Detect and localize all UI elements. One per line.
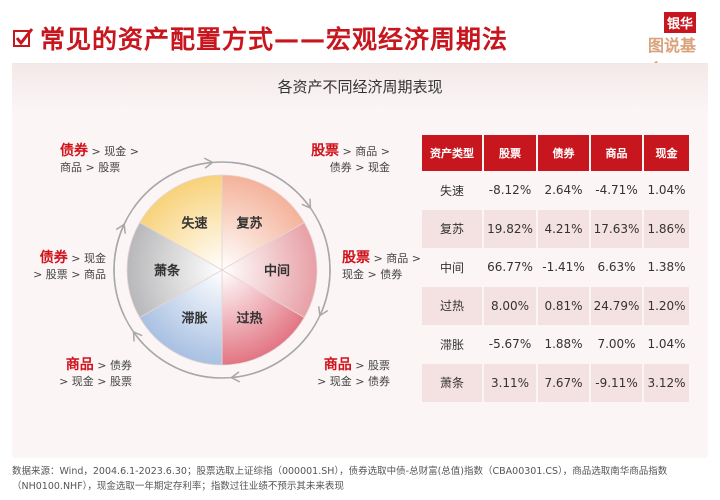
- table-cell: 17.63%: [591, 209, 642, 248]
- footnote: 数据来源：Wind，2004.6.1-2023.6.30；股票选取上证综指（00…: [12, 466, 668, 492]
- table-cell: 7.67%: [538, 363, 589, 402]
- table-cell: -9.11%: [591, 363, 642, 402]
- table-cell: 1.04%: [647, 183, 686, 198]
- ranking-label: 债券 > 现金 > 商品 > 股票: [60, 143, 139, 174]
- table-cell: 2.64%: [544, 183, 583, 198]
- header-cell: 商品: [591, 135, 642, 171]
- phase-label: 中间: [264, 263, 290, 279]
- table-header-row: 资产类型 股票 债券 商品 现金: [422, 135, 689, 171]
- phase-segment: [126, 221, 223, 319]
- phase-segment: [139, 174, 223, 271]
- table-cell: -8.12%: [488, 183, 532, 198]
- table-row: 复苏 19.82% 4.21% 17.63% 1.86%: [422, 209, 689, 248]
- ranking-label: 债券 > 现金 > 股票 > 商品: [33, 250, 106, 281]
- arrowhead-icon: [203, 157, 214, 169]
- cycle-arrow: [113, 161, 213, 316]
- phase-segment: [221, 174, 305, 271]
- phase-label: 过热: [236, 311, 262, 327]
- ranking-label: 股票 > 商品 > 现金 > 债券: [342, 250, 421, 281]
- table-cell: 7.00%: [597, 337, 636, 352]
- table-cell: 中间: [439, 260, 464, 275]
- table-cell: 复苏: [422, 209, 482, 248]
- table-row: 过热 8.00% 0.81% 24.79% 1.20%: [422, 286, 689, 325]
- title-text: 常见的资产配置方式——宏观经济周期法: [40, 25, 509, 54]
- ranking-label: 商品 > 股票 > 现金 > 债券: [317, 357, 390, 388]
- page-title: 常见的资产配置方式——宏观经济周期法: [12, 20, 508, 56]
- table-cell: 1.86%: [644, 209, 689, 248]
- ranking-label: 股票 > 商品 > 债券 > 现金: [311, 143, 390, 174]
- table-cell: 66.77%: [487, 260, 533, 275]
- header-cell: 现金: [644, 135, 689, 171]
- checkbox-icon: [13, 28, 34, 47]
- table-row: 失速 -8.12% 2.64% -4.71% 1.04%: [422, 171, 689, 210]
- phase-label: 萧条: [154, 263, 181, 279]
- table-cell: 24.79%: [591, 286, 642, 325]
- table-cell: 19.82%: [484, 209, 536, 248]
- table-cell: -5.67%: [488, 337, 532, 352]
- table-cell: 6.63%: [597, 260, 636, 275]
- phase-label: 失速: [181, 215, 207, 231]
- logo-top: 银华: [663, 12, 696, 33]
- table-row: 萧条 3.11% 7.67% -9.11% 3.12%: [422, 363, 689, 402]
- table-cell: 萧条: [422, 363, 482, 402]
- phase-label: 滞胀: [181, 311, 207, 327]
- header-cell: 资产类型: [422, 135, 482, 171]
- table-cell: 0.81%: [538, 286, 589, 325]
- table-cell: 过热: [422, 286, 482, 325]
- phase-segment: [221, 269, 305, 366]
- table-cell: 3.11%: [484, 363, 536, 402]
- table-cell: 4.21%: [538, 209, 589, 248]
- phase-segment: [221, 221, 318, 319]
- table-cell: 失速: [439, 183, 464, 198]
- phase-label: 复苏: [235, 215, 262, 231]
- ranking-label: 商品 > 债券 > 现金 > 股票: [59, 357, 132, 388]
- table-cell: 1.04%: [647, 337, 686, 352]
- table-cell: -1.41%: [542, 260, 585, 275]
- table-cell: 1.88%: [544, 337, 583, 352]
- card-title: 各资产不同经济周期表现: [12, 63, 708, 109]
- table-cell: 1.38%: [647, 260, 686, 275]
- header-cell: 股票: [484, 135, 536, 171]
- table-cell: 8.00%: [484, 286, 536, 325]
- performance-table: 资产类型 股票 债券 商品 现金 失速 -8.12% 2.64% -4.71% 1.04…: [420, 135, 691, 402]
- table-row: 滞胀 -5.67% 1.88% 7.00% 1.04%: [422, 325, 689, 364]
- table-cell: 滞胀: [439, 337, 464, 352]
- header-cell: 债券: [538, 135, 589, 171]
- table-cell: 3.12%: [644, 363, 689, 402]
- table-row: 中间 66.77% -1.41% 6.63% 1.38%: [422, 248, 689, 287]
- table-cell: 1.20%: [644, 286, 689, 325]
- phase-segment: [139, 269, 223, 366]
- table-cell: -4.71%: [595, 183, 638, 198]
